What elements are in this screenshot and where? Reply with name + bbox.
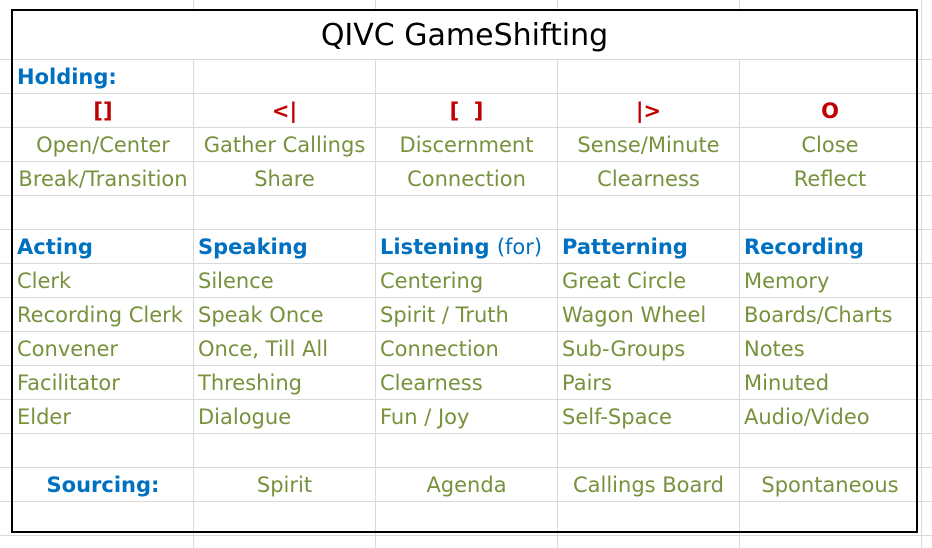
grid-hline <box>0 161 932 162</box>
holding-cell[interactable]: Connection <box>407 167 526 191</box>
sourcing-cell[interactable]: Spontaneous <box>761 473 899 497</box>
speaking-cell[interactable]: Once, Till All <box>198 337 329 361</box>
grid-vline <box>921 0 922 548</box>
recording-cell[interactable]: Audio/Video <box>744 405 870 429</box>
header-patterning[interactable]: Patterning <box>562 235 688 259</box>
speaking-cell[interactable]: Threshing <box>198 371 302 395</box>
holding-cell[interactable]: Sense/Minute <box>577 133 720 157</box>
acting-cell[interactable]: Clerk <box>17 269 72 293</box>
patterning-cell[interactable]: Sub-Groups <box>562 337 686 361</box>
recording-cell[interactable]: Memory <box>744 269 830 293</box>
grid-vline <box>739 0 740 548</box>
symbol-discernment[interactable]: [ ] <box>449 99 484 123</box>
grid-hline <box>0 229 932 230</box>
grid-hline <box>0 59 932 60</box>
patterning-cell[interactable]: Pairs <box>562 371 612 395</box>
grid-hline <box>0 263 932 264</box>
listening-cell[interactable]: Centering <box>380 269 484 293</box>
grid-hline <box>0 365 932 366</box>
header-listening-suffix: (for) <box>496 235 543 259</box>
grid-hline <box>0 93 932 94</box>
recording-cell[interactable]: Minuted <box>744 371 830 395</box>
header-recording[interactable]: Recording <box>744 235 864 259</box>
grid-hline <box>0 467 932 468</box>
holding-cell[interactable]: Break/Transition <box>18 167 188 191</box>
acting-cell[interactable]: Convener <box>17 337 119 361</box>
grid-hline <box>0 399 932 400</box>
sourcing-label[interactable]: Sourcing: <box>46 473 160 497</box>
acting-cell[interactable]: Recording Clerk <box>17 303 183 327</box>
grid-hline <box>0 501 932 502</box>
patterning-cell[interactable]: Great Circle <box>562 269 687 293</box>
speaking-cell[interactable]: Speak Once <box>198 303 324 327</box>
holding-cell[interactable]: Reflect <box>793 167 867 191</box>
symbol-gather-callings[interactable]: <| <box>271 99 298 123</box>
table-border <box>11 9 918 533</box>
listening-cell[interactable]: Spirit / Truth <box>380 303 509 327</box>
holding-label[interactable]: Holding: <box>17 65 117 89</box>
holding-cell[interactable]: Clearness <box>597 167 700 191</box>
sourcing-cell[interactable]: Spirit <box>256 473 313 497</box>
header-acting[interactable]: Acting <box>17 235 93 259</box>
listening-cell[interactable]: Clearness <box>380 371 483 395</box>
listening-cell[interactable]: Fun / Joy <box>380 405 470 429</box>
holding-cell[interactable]: Close <box>801 133 859 157</box>
sourcing-cell[interactable]: Agenda <box>426 473 507 497</box>
speaking-cell[interactable]: Dialogue <box>198 405 292 429</box>
holding-cell[interactable]: Open/Center <box>36 133 170 157</box>
grid-hline <box>0 331 932 332</box>
grid-vline <box>193 0 194 548</box>
header-listening[interactable]: Listening (for) <box>376 230 557 264</box>
header-listening-label: Listening <box>380 235 490 259</box>
grid-vline <box>375 0 376 548</box>
listening-cell[interactable]: Connection <box>380 337 499 361</box>
patterning-cell[interactable]: Wagon Wheel <box>562 303 707 327</box>
symbol-sense-minute[interactable]: |> <box>635 99 662 123</box>
grid-hline <box>0 297 932 298</box>
acting-cell[interactable]: Elder <box>17 405 71 429</box>
speaking-cell[interactable]: Silence <box>198 269 274 293</box>
sheet-title: QIVC GameShifting <box>320 18 609 53</box>
sourcing-cell[interactable]: Callings Board <box>572 473 724 497</box>
symbol-open-center[interactable]: [] <box>93 99 113 123</box>
header-speaking[interactable]: Speaking <box>198 235 308 259</box>
symbol-close[interactable]: O <box>821 99 839 123</box>
recording-cell[interactable]: Notes <box>744 337 805 361</box>
holding-cell[interactable]: Share <box>254 167 315 191</box>
grid-hline <box>0 535 932 536</box>
grid-vline <box>557 0 558 548</box>
recording-cell[interactable]: Boards/Charts <box>744 303 893 327</box>
holding-cell[interactable]: Discernment <box>399 133 534 157</box>
holding-cell[interactable]: Gather Callings <box>203 133 366 157</box>
patterning-cell[interactable]: Self-Space <box>562 405 672 429</box>
acting-cell[interactable]: Facilitator <box>17 371 120 395</box>
grid-hline <box>0 195 932 196</box>
grid-hline <box>0 127 932 128</box>
grid-hline <box>0 433 932 434</box>
title-cell[interactable] <box>13 11 916 59</box>
